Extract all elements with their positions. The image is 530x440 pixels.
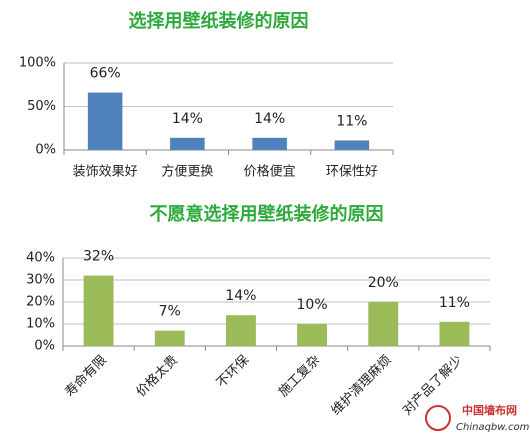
chart-title: 不愿意选择用壁纸装修的原因 bbox=[150, 203, 384, 225]
y-tick-label: 50% bbox=[27, 99, 56, 114]
value-label: 11% bbox=[439, 295, 470, 311]
x-tick-label: 对产品了解少 bbox=[400, 353, 466, 419]
x-tick-label: 维护清理麻烦 bbox=[329, 353, 395, 419]
bar bbox=[83, 275, 114, 346]
y-tick-label: 10% bbox=[26, 317, 55, 332]
logo bbox=[425, 405, 451, 431]
y-tick-label: 100% bbox=[19, 56, 56, 71]
bar bbox=[368, 302, 399, 346]
bar bbox=[252, 137, 287, 150]
value-label: 7% bbox=[159, 304, 181, 320]
bar bbox=[87, 92, 123, 150]
bar bbox=[334, 140, 370, 150]
bar bbox=[170, 137, 205, 150]
value-label: 20% bbox=[368, 275, 399, 291]
chart-title: 选择用壁纸装修的原因 bbox=[129, 10, 309, 32]
y-tick-label: 0% bbox=[35, 143, 56, 158]
y-tick-label: 30% bbox=[26, 273, 55, 288]
x-tick-label: 价格便宜 bbox=[244, 164, 296, 180]
value-label: 10% bbox=[297, 297, 328, 313]
value-label: 14% bbox=[225, 288, 256, 304]
x-tick-label: 施工复杂 bbox=[276, 353, 323, 400]
y-tick-label: 40% bbox=[26, 251, 55, 266]
x-tick-label: 价格太贵 bbox=[133, 352, 181, 400]
x-tick-label: 不环保 bbox=[214, 353, 252, 391]
bar bbox=[225, 315, 256, 346]
watermark: 中国墙布网 Chinaqbw.com bbox=[425, 403, 530, 433]
value-label: 14% bbox=[172, 111, 203, 127]
watermark-url: Chinaqbw.com bbox=[456, 422, 530, 433]
watermark-name: 中国墙布网 bbox=[462, 403, 517, 417]
bar bbox=[297, 324, 328, 346]
bar bbox=[154, 330, 185, 346]
value-label: 11% bbox=[336, 113, 367, 129]
bar bbox=[439, 321, 470, 346]
y-tick-label: 20% bbox=[26, 295, 55, 310]
x-tick-label: 环保性好 bbox=[326, 165, 378, 180]
value-label: 32% bbox=[83, 249, 114, 265]
x-tick-label: 寿命有限 bbox=[62, 352, 110, 400]
value-label: 14% bbox=[254, 111, 285, 127]
x-tick-label: 方便更换 bbox=[161, 164, 213, 180]
value-label: 66% bbox=[90, 66, 121, 82]
y-tick-label: 0% bbox=[34, 339, 55, 354]
x-tick-label: 装饰效果好 bbox=[73, 165, 138, 180]
